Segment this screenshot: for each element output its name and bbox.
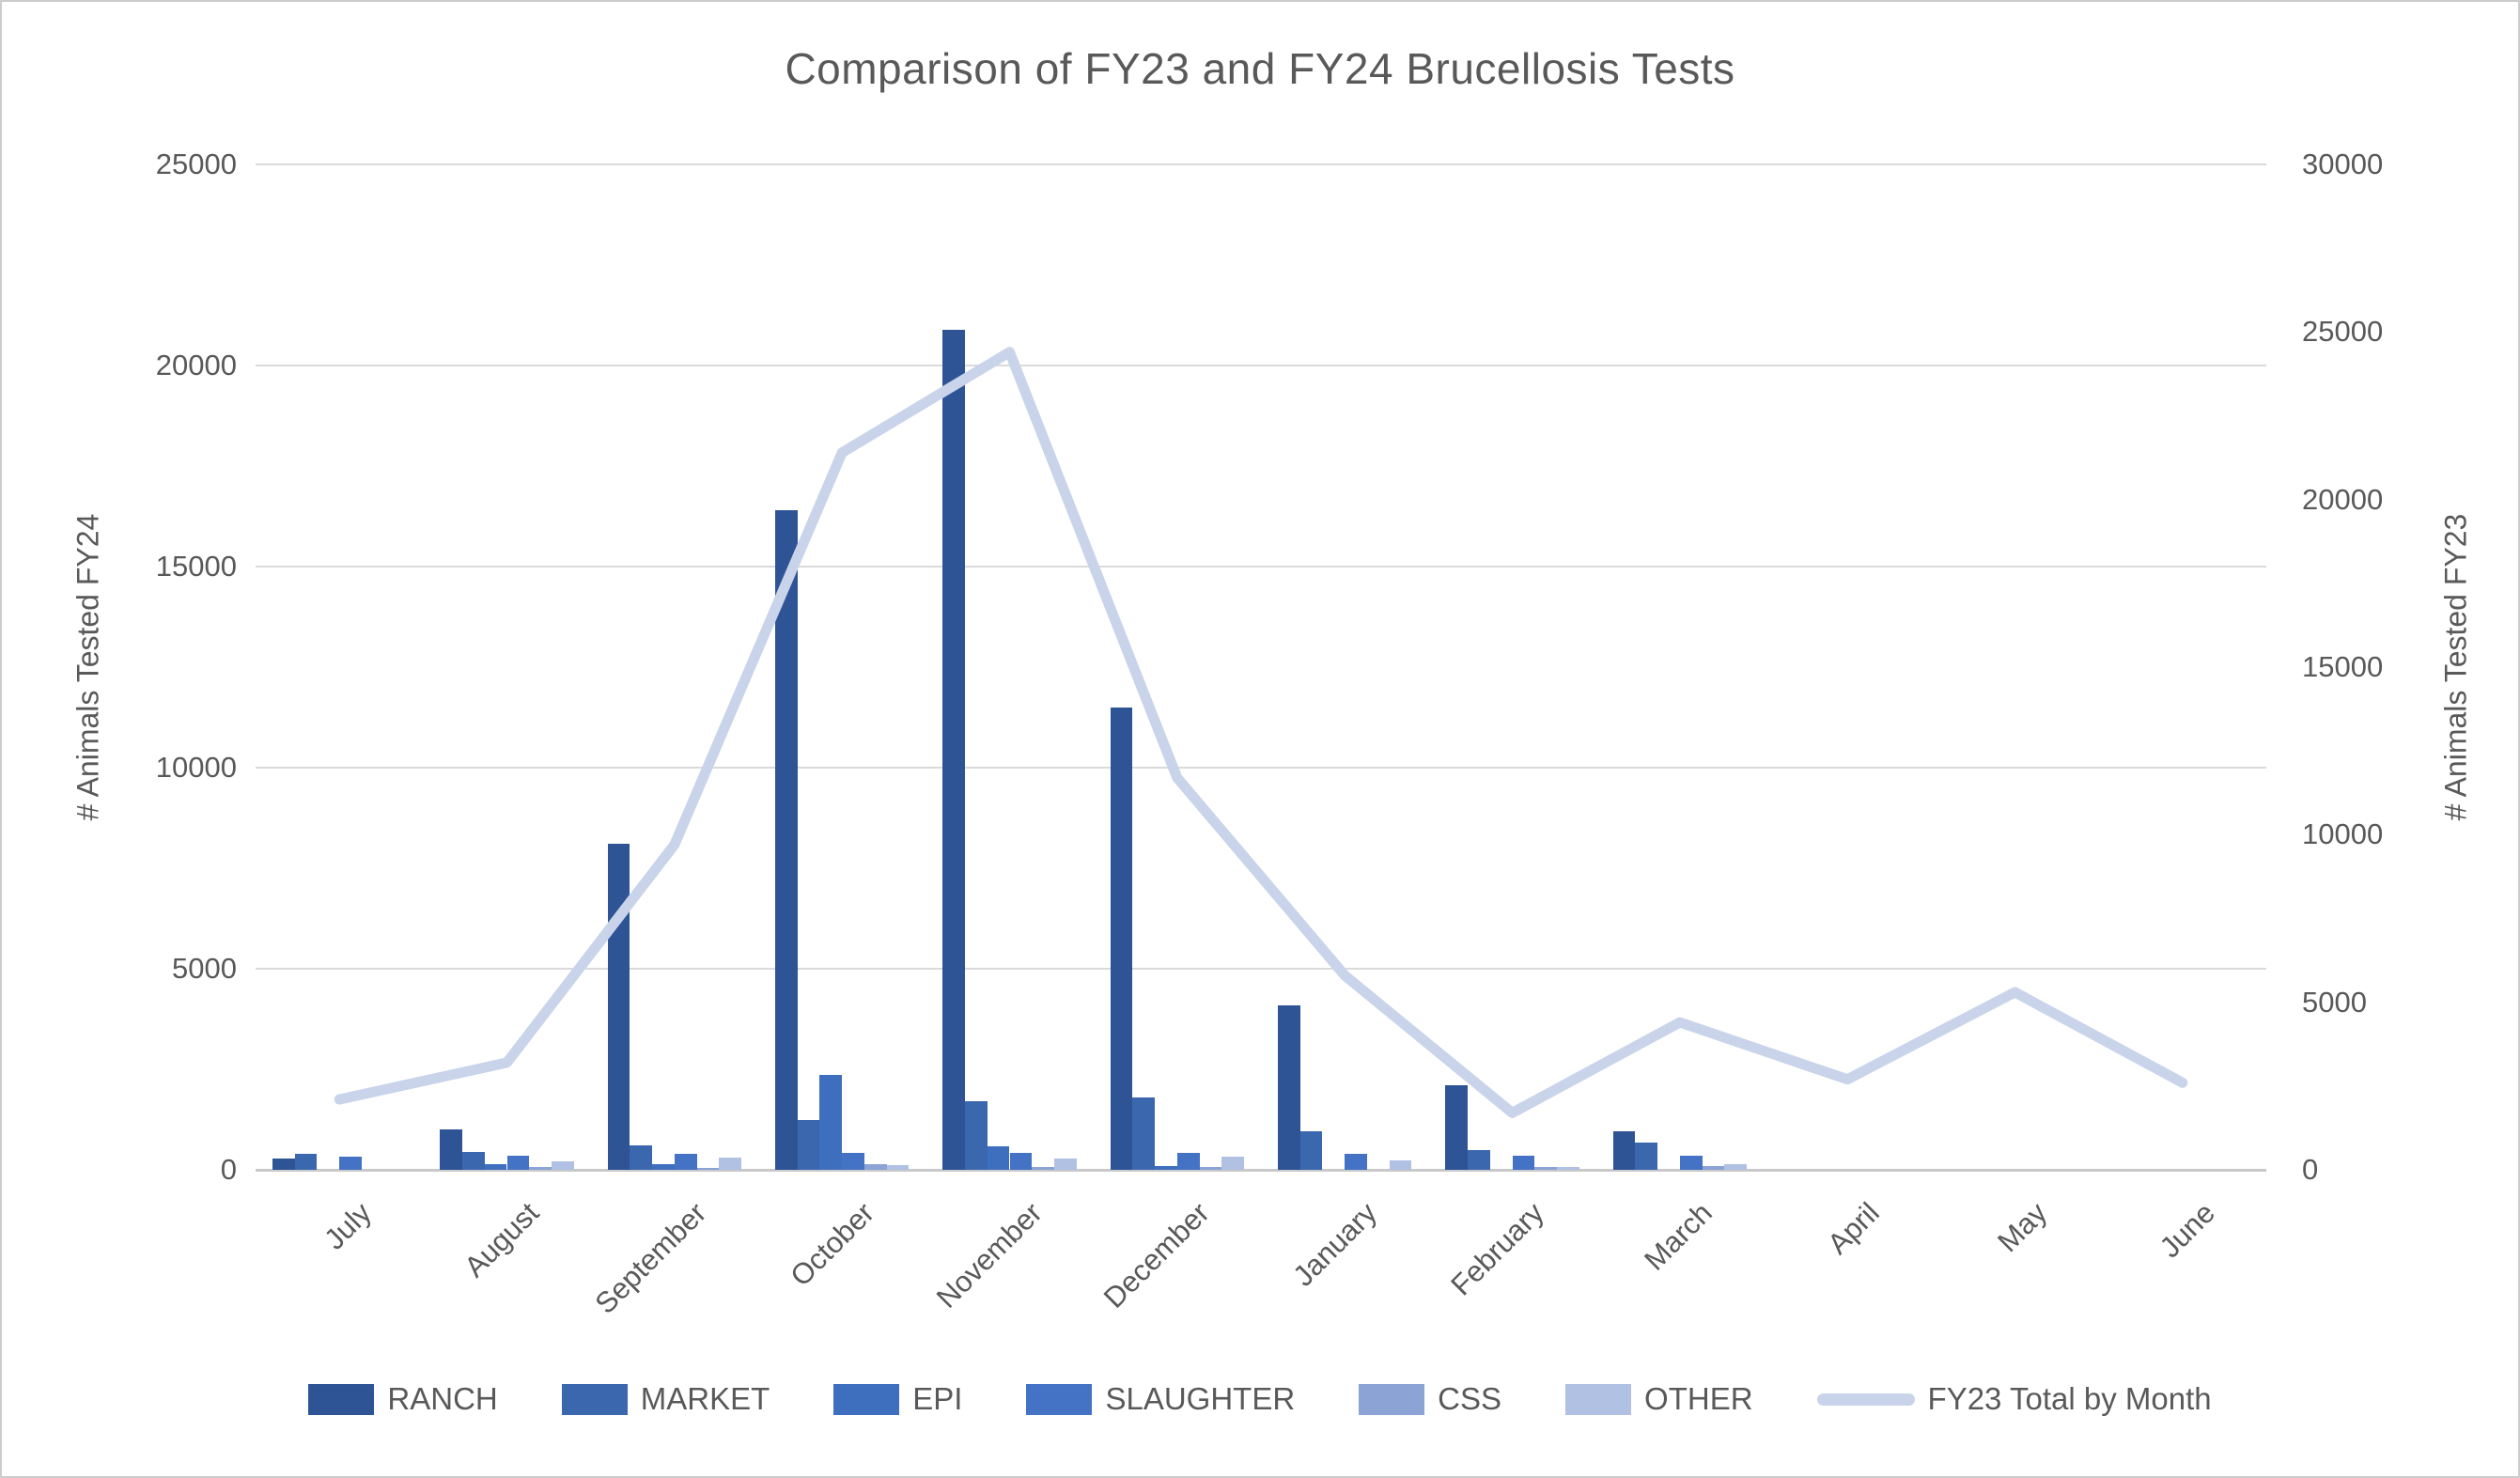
bar-MARKET-March [1635,1142,1658,1170]
bar-EPI-September [652,1164,675,1170]
bar-RANCH-July [272,1159,295,1170]
left-axis-tick-0: 0 [220,1153,237,1186]
bar-CSS-February [1534,1166,1558,1170]
legend-swatch-SLAUGHTER [1026,1383,1093,1415]
legend-label-SLAUGHTER: SLAUGHTER [1105,1381,1296,1416]
bar-SLAUGHTER-September [674,1153,697,1170]
bar-CSS-December [1199,1167,1222,1170]
bar-RANCH-January [1277,1004,1300,1170]
bar-CSS-October [863,1164,887,1170]
bar-OTHER-November [1054,1159,1077,1170]
bar-RANCH-December [1110,707,1133,1170]
legend-label-CSS: CSS [1438,1381,1502,1416]
legend-swatch-MARKET [561,1383,628,1415]
bar-MARKET-December [1132,1097,1156,1170]
legend-item-MARKET: MARKET [561,1381,770,1417]
bar-RANCH-October [774,510,798,1170]
bar-RANCH-November [942,329,965,1170]
legend-label-RANCH: RANCH [387,1381,498,1416]
chart-title: Comparison of FY23 and FY24 Brucellosis … [785,44,1735,93]
right-axis-tick-25000: 25000 [2302,315,2384,348]
bar-MARKET-November [964,1101,988,1170]
bar-MARKET-October [797,1120,820,1170]
legend-swatch-CSS [1359,1383,1425,1415]
right-axis-tick-10000: 10000 [2302,817,2384,850]
bar-OTHER-January [1389,1159,1412,1170]
legend-item-fy23-total: FY23 Total by Month [1816,1381,2212,1417]
legend-item-RANCH: RANCH [308,1381,498,1417]
right-axis-tick-20000: 20000 [2302,483,2384,516]
bar-SLAUGHTER-October [842,1152,864,1170]
bar-MARKET-July [294,1153,318,1170]
gridline-20000 [256,365,2266,366]
left-axis-tick-15000: 15000 [155,550,237,583]
bar-RANCH-August [440,1129,462,1170]
legend-item-EPI: EPI [833,1381,962,1417]
gridline-15000 [256,566,2266,568]
bar-MARKET-February [1467,1149,1490,1170]
bar-CSS-September [696,1167,720,1170]
legend: RANCH MARKET EPI SLAUGHTER CSS OTHER FY23 Tota… [2,1381,2518,1417]
left-axis-tick-20000: 20000 [155,349,237,381]
legend-label-OTHER: OTHER [1644,1381,1753,1416]
bar-SLAUGHTER-August [506,1155,530,1170]
gridline-10000 [256,767,2266,769]
bar-SLAUGHTER-July [339,1156,362,1170]
bar-SLAUGHTER-February [1512,1156,1535,1170]
legend-item-SLAUGHTER: SLAUGHTER [1026,1381,1295,1417]
bar-OTHER-March [1724,1164,1748,1170]
bar-OTHER-September [719,1157,742,1170]
right-axis-tick-15000: 15000 [2302,650,2384,683]
bar-EPI-October [819,1075,843,1170]
bar-RANCH-February [1445,1085,1468,1170]
bar-RANCH-March [1612,1131,1636,1170]
bar-SLAUGHTER-December [1176,1152,1200,1170]
legend-label-EPI: EPI [912,1381,963,1416]
gridline-5000 [256,968,2266,970]
right-axis-tick-5000: 5000 [2302,986,2367,1019]
bar-CSS-August [529,1167,552,1170]
legend-item-OTHER: OTHER [1565,1381,1753,1417]
bar-EPI-November [987,1146,1010,1170]
x-axis-baseline [256,1169,2266,1172]
legend-label-fy23-total: FY23 Total by Month [1927,1381,2212,1416]
legend-swatch-RANCH [308,1383,375,1415]
gridline-25000 [256,163,2266,165]
right-axis-tick-30000: 30000 [2302,148,2384,180]
right-axis-tick-0: 0 [2302,1153,2319,1186]
legend-swatch-OTHER [1565,1383,1632,1415]
legend-label-MARKET: MARKET [640,1381,770,1416]
bar-OTHER-October [886,1164,910,1170]
bar-EPI-December [1155,1165,1177,1170]
left-axis-tick-10000: 10000 [155,751,237,784]
left-axis-tick-5000: 5000 [172,952,237,985]
bar-SLAUGHTER-November [1009,1152,1033,1170]
bar-OTHER-February [1557,1167,1579,1170]
bar-EPI-August [484,1163,507,1170]
bar-MARKET-September [630,1145,653,1170]
legend-swatch-EPI [833,1383,900,1415]
bar-MARKET-August [461,1151,485,1170]
bar-CSS-March [1702,1166,1725,1170]
bar-OTHER-December [1221,1156,1245,1170]
fy23-total-line [334,347,2188,1118]
bar-CSS-November [1032,1167,1055,1170]
left-axis-tick-25000: 25000 [155,148,237,180]
legend-line-swatch [1816,1392,1915,1406]
bar-SLAUGHTER-January [1345,1153,1367,1170]
legend-item-CSS: CSS [1359,1381,1501,1417]
bar-SLAUGHTER-March [1679,1155,1703,1170]
bar-MARKET-January [1299,1131,1323,1170]
bar-OTHER-August [552,1160,574,1170]
